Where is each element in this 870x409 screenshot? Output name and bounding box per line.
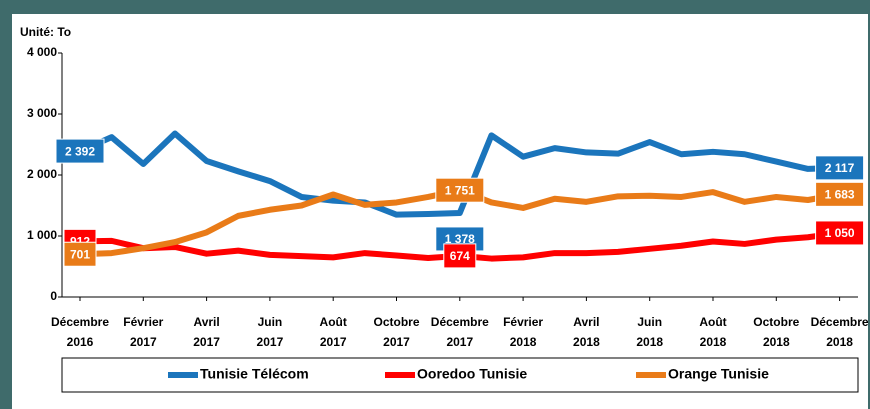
legend-label: Tunisie Télécom: [200, 366, 309, 382]
x-tick-label: Octobre 2018: [753, 315, 799, 349]
x-tick-label: Avril 2018: [573, 315, 600, 349]
data-label-box: [815, 181, 865, 207]
x-tick-label: Octobre 2017: [373, 315, 419, 349]
legend-label: Ooredoo Tunisie: [417, 366, 527, 382]
y-tick-label: 1 000: [27, 228, 57, 242]
data-label: 1 683: [825, 188, 855, 202]
x-tick-label: Février 2018: [503, 315, 543, 349]
x-tick-label: Avril 2017: [193, 315, 220, 349]
series-line: [78, 130, 840, 218]
y-tick-label: 0: [50, 289, 57, 303]
data-label-box: [815, 155, 865, 181]
data-label: 701: [70, 247, 90, 261]
x-tick-label: Décembre 2017: [431, 315, 489, 349]
data-label-box: [815, 220, 865, 246]
y-tick-label: 4 000: [27, 45, 57, 59]
data-label-box: [435, 177, 485, 203]
data-label: 674: [450, 249, 470, 263]
data-label: 2 117: [825, 161, 855, 175]
data-label: 1 378: [445, 232, 475, 246]
y-tick-label: 3 000: [27, 106, 57, 120]
chart-title: Unité: To: [20, 25, 71, 39]
data-label: 1 751: [445, 183, 475, 197]
x-tick-label: Juin 2018: [636, 315, 663, 349]
x-tick-label: Juin 2017: [257, 315, 284, 349]
x-tick-label: Août 2017: [320, 315, 347, 349]
data-label-box: [443, 243, 477, 269]
x-tick-label: Décembre 2016: [51, 315, 109, 349]
data-label-box: [63, 241, 97, 267]
x-tick-label: Février 2017: [123, 315, 163, 349]
data-label-box: [55, 138, 105, 164]
x-tick-label: Décembre 2018: [811, 315, 869, 349]
y-tick-label: 2 000: [27, 167, 57, 181]
legend-label: Orange Tunisie: [668, 366, 769, 382]
data-label: 1 050: [825, 226, 855, 240]
x-tick-label: Août 2018: [699, 315, 726, 349]
data-label: 2 392: [65, 144, 95, 158]
